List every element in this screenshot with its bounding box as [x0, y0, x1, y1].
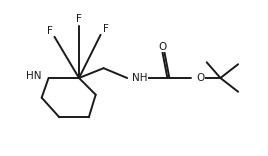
Text: O: O: [196, 73, 204, 83]
Text: HN: HN: [26, 71, 42, 81]
Text: F: F: [76, 14, 82, 24]
Text: O: O: [158, 41, 167, 52]
Text: NH: NH: [132, 73, 148, 83]
Text: F: F: [47, 26, 53, 36]
Text: F: F: [103, 24, 109, 34]
